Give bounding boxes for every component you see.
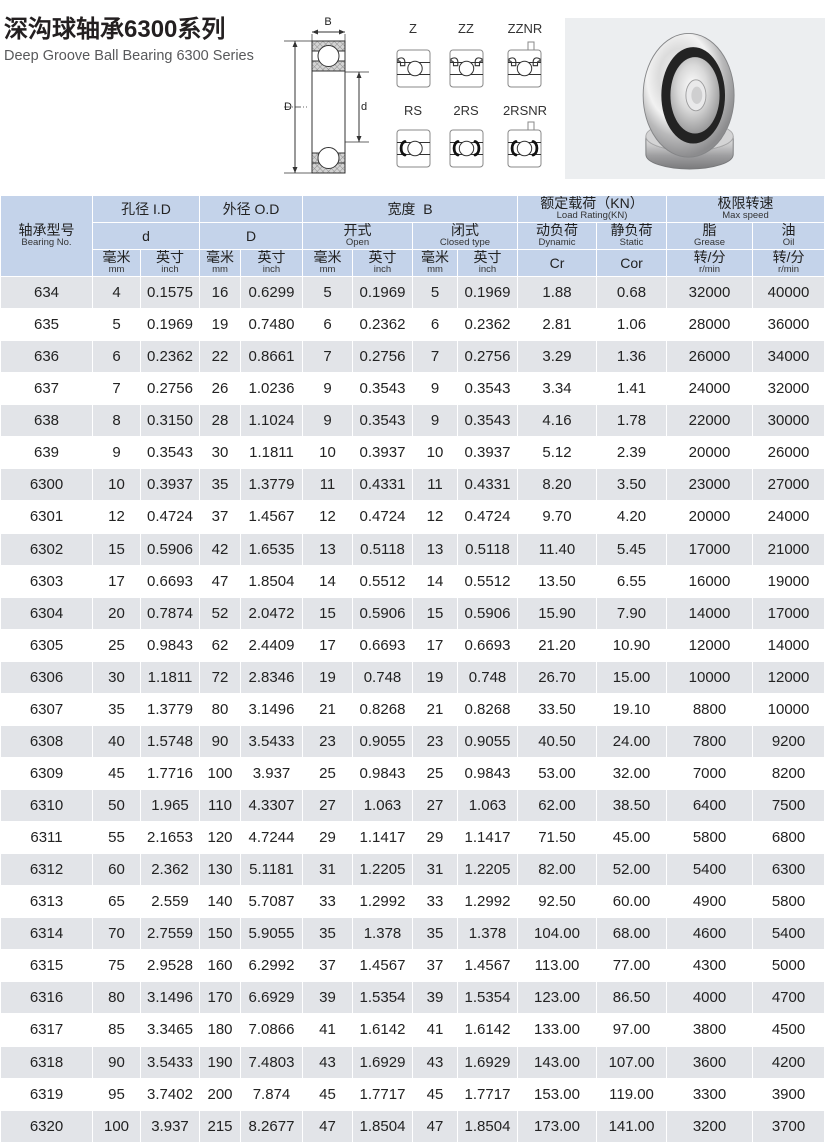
svg-text:2RSNR: 2RSNR	[503, 103, 547, 118]
svg-text:Z: Z	[409, 21, 417, 36]
svg-text:B: B	[324, 16, 331, 28]
svg-text:d: d	[361, 101, 367, 113]
svg-text:2RS: 2RS	[453, 103, 479, 118]
svg-text:ZZ: ZZ	[458, 21, 474, 36]
svg-text:D: D	[284, 101, 292, 113]
svg-text:ZZNR: ZZNR	[508, 21, 543, 36]
svg-text:RS: RS	[404, 103, 422, 118]
